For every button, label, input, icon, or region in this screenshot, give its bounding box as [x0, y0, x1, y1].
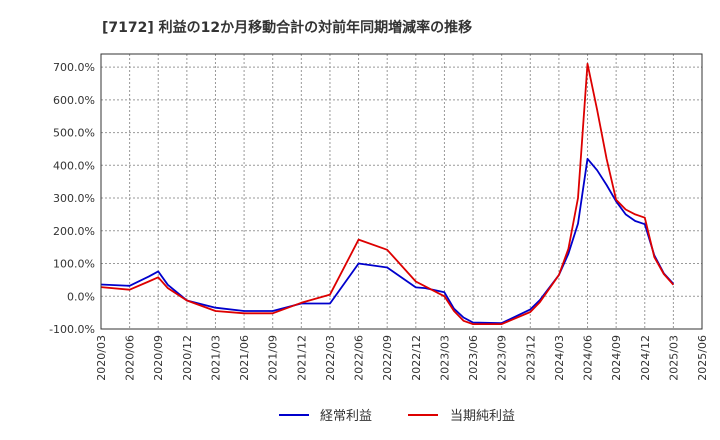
- legend-label-keijou: 経常利益: [320, 409, 372, 424]
- x-tick-label: 2022/12: [410, 335, 423, 381]
- series-line-toukijun: [100, 62, 675, 326]
- x-tick-label: 2024/12: [639, 335, 652, 381]
- x-axis: 2020/03 2020/06 2020/09 2020/12 2021/03 2021/…: [95, 335, 709, 381]
- y-tick-label: 600.0%: [53, 94, 95, 107]
- chart-title: [7172] 利益の12か月移動合計の対前年同期増減率の推移: [102, 19, 472, 36]
- x-tick-label: 2024/09: [610, 335, 623, 381]
- y-tick-label: 400.0%: [53, 159, 95, 172]
- x-tick-label: 2023/09: [496, 335, 509, 381]
- x-tick-label: 2023/06: [467, 335, 480, 381]
- plot-border: [100, 53, 703, 330]
- series-group: [100, 62, 675, 326]
- y-tick-label: 0.0%: [67, 290, 95, 303]
- plot-area: [101, 54, 702, 329]
- x-tick-label: 2021/09: [267, 335, 280, 381]
- x-tick-label: 2025/03: [667, 335, 680, 381]
- x-tick-label: 2024/03: [553, 335, 566, 381]
- x-tick-label: 2023/12: [524, 335, 537, 381]
- x-tick-label: 2022/09: [381, 335, 394, 381]
- y-tick-label: 200.0%: [53, 225, 95, 238]
- y-tick-label: 500.0%: [53, 127, 95, 140]
- x-tick-label: 2021/06: [238, 335, 251, 381]
- series-line-keijou: [100, 157, 675, 325]
- y-tick-label: -100.0%: [49, 323, 95, 336]
- x-tick-label: 2023/03: [438, 335, 451, 381]
- x-tick-label: 2025/06: [696, 335, 709, 381]
- x-tick-label: 2020/06: [124, 335, 137, 381]
- y-tick-label: 700.0%: [53, 61, 95, 74]
- x-tick-label: 2020/03: [95, 335, 108, 381]
- y-axis: -100.0% 0.0% 100.0% 200.0% 300.0% 400.0% 500.0…: [49, 61, 95, 336]
- x-tick-label: 2024/06: [582, 335, 595, 381]
- legend-label-toukijun: 当期純利益: [450, 409, 515, 424]
- x-tick-label: 2021/12: [295, 335, 308, 381]
- x-tick-label: 2021/03: [209, 335, 222, 381]
- x-tick-label: 2022/06: [353, 335, 366, 381]
- y-tick-label: 300.0%: [53, 192, 95, 205]
- y-tick-label: 100.0%: [53, 258, 95, 271]
- x-tick-label: 2022/03: [324, 335, 337, 381]
- grid: [100, 54, 703, 330]
- legend: 経常利益 当期純利益: [279, 409, 515, 424]
- x-tick-label: 2020/09: [152, 335, 165, 381]
- x-tick-label: 2020/12: [181, 335, 194, 381]
